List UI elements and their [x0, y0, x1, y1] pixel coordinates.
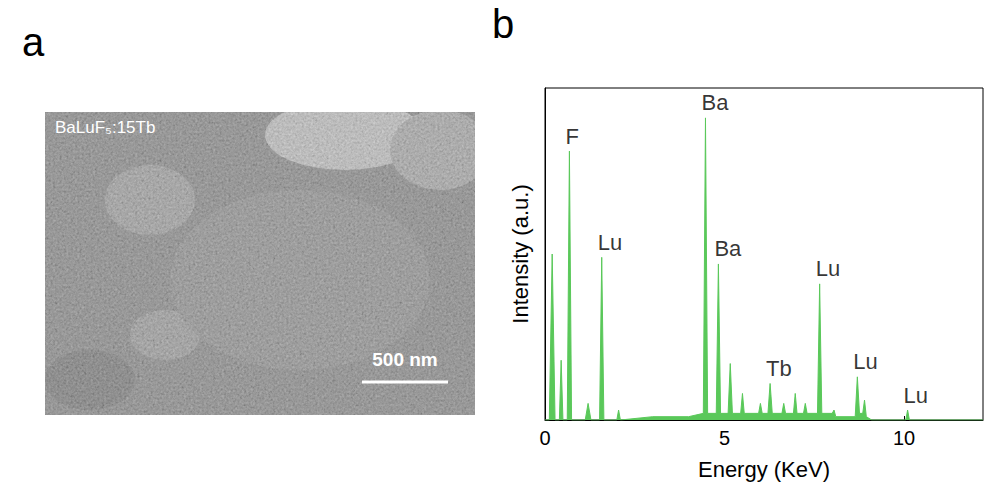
svg-text:Energy (KeV): Energy (KeV) [698, 457, 830, 482]
html-text:b: b [492, 2, 515, 46]
svg-text:5: 5 [719, 427, 730, 449]
svg-text:Ba: Ba [701, 90, 729, 115]
svg-text:Lu: Lu [853, 349, 877, 374]
svg-text:Intensity (a.u.): Intensity (a.u.) [508, 184, 533, 323]
svg-text:Tb: Tb [766, 356, 792, 381]
svg-text:0: 0 [539, 427, 550, 449]
svg-text:Ba: Ba [714, 236, 742, 261]
svg-text:10: 10 [893, 427, 915, 449]
svg-text:F: F [565, 124, 578, 149]
svg-text:Lu: Lu [904, 383, 928, 408]
svg-text:500 nm: 500 nm [372, 349, 437, 370]
svg-text:Lu: Lu [598, 230, 622, 255]
svg-text:BaLuF₅:15Tb: BaLuF₅:15Tb [55, 118, 155, 137]
html-text:a: a [22, 20, 45, 64]
svg-text:Lu: Lu [816, 256, 840, 281]
